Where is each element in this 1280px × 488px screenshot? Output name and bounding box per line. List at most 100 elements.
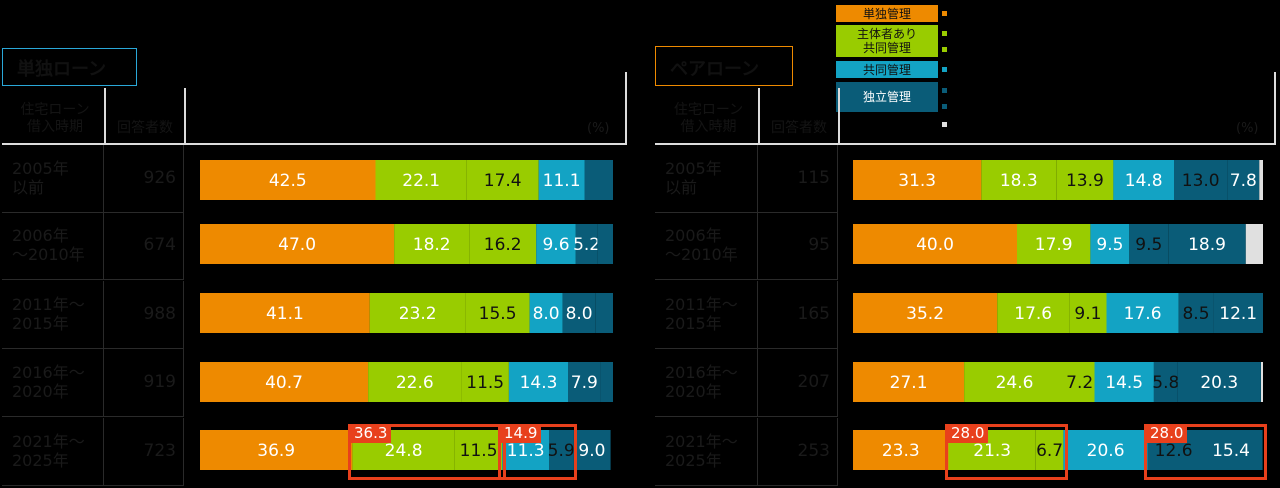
row-period: 2005年 以前 bbox=[665, 159, 722, 197]
table-cell bbox=[104, 418, 184, 486]
table-cell bbox=[655, 212, 758, 280]
header-period: 住宅ローン 借入時期 bbox=[20, 102, 90, 135]
highlight-frame bbox=[348, 424, 506, 480]
row-count: 926 bbox=[143, 168, 176, 188]
table-cell bbox=[758, 349, 838, 417]
table-cell bbox=[2, 349, 104, 417]
bar-segment bbox=[466, 160, 539, 200]
bar-segment bbox=[1261, 362, 1263, 402]
row-period: 2021年～ 2025年 bbox=[665, 432, 738, 470]
bar-segment bbox=[573, 430, 611, 470]
data-label: 14.8 bbox=[1125, 171, 1163, 191]
bar-segment bbox=[853, 293, 998, 333]
data-label: 20.3 bbox=[1200, 373, 1238, 393]
row-count: 165 bbox=[797, 304, 830, 324]
bar-segment bbox=[200, 160, 376, 200]
highlight-frame bbox=[1144, 424, 1267, 480]
data-label: 18.2 bbox=[413, 235, 451, 255]
data-label: 41.1 bbox=[266, 304, 304, 324]
data-label: 47.0 bbox=[278, 235, 316, 255]
data-label: 15.5 bbox=[479, 304, 517, 324]
table-cell bbox=[2, 281, 104, 349]
bar-segment bbox=[1094, 362, 1154, 402]
bar-segment bbox=[1065, 362, 1095, 402]
table-cell bbox=[758, 281, 838, 349]
row-count: 207 bbox=[797, 372, 830, 392]
header-unit: (%) bbox=[1236, 121, 1259, 136]
bar-segment bbox=[200, 293, 370, 333]
data-label: 8.5 bbox=[1182, 304, 1209, 324]
bar-segment bbox=[368, 362, 462, 402]
bar-segment bbox=[1177, 362, 1261, 402]
table-cell bbox=[758, 145, 838, 213]
bar-segment bbox=[1090, 224, 1130, 264]
data-label: 7.8 bbox=[1230, 171, 1257, 191]
bar-segment bbox=[1017, 224, 1091, 264]
row-period: 2006年 ～2010年 bbox=[665, 226, 738, 264]
data-label: 18.3 bbox=[1000, 171, 1038, 191]
data-label: 27.1 bbox=[890, 373, 928, 393]
data-label: 5.8 bbox=[1152, 373, 1179, 393]
row-count: 95 bbox=[808, 235, 830, 255]
table-cell bbox=[2, 418, 104, 486]
legend-marker bbox=[942, 11, 947, 16]
legend-marker bbox=[942, 88, 947, 93]
highlight-label: 36.3 bbox=[350, 424, 392, 443]
header-divider bbox=[1274, 72, 1276, 144]
bar-segment bbox=[853, 430, 949, 470]
table-cell bbox=[104, 145, 184, 213]
table-cell bbox=[104, 349, 184, 417]
bar-segment bbox=[597, 224, 613, 264]
header-divider bbox=[625, 72, 627, 144]
data-label: 35.2 bbox=[906, 304, 944, 324]
table-cell bbox=[104, 212, 184, 280]
header-period: 住宅ローン 借入時期 bbox=[673, 102, 744, 135]
data-label: 17.9 bbox=[1035, 235, 1073, 255]
row-period: 2006年 ～2010年 bbox=[12, 226, 85, 264]
header-divider bbox=[838, 88, 840, 144]
table-cell bbox=[655, 281, 758, 349]
bar-segment bbox=[981, 160, 1057, 200]
legend-item: 共同管理 bbox=[836, 61, 938, 78]
data-label: 22.6 bbox=[396, 373, 434, 393]
panel-title: 単独ローン bbox=[2, 48, 137, 86]
bar-segment bbox=[1227, 160, 1260, 200]
row-period: 2016年～ 2020年 bbox=[12, 363, 85, 401]
bar-segment bbox=[200, 362, 369, 402]
row-period: 2016年～ 2020年 bbox=[665, 363, 738, 401]
row-count: 115 bbox=[797, 168, 830, 188]
bar-segment bbox=[536, 224, 576, 264]
header-divider bbox=[758, 88, 760, 144]
bar-segment bbox=[1213, 293, 1263, 333]
bar-segment bbox=[853, 362, 965, 402]
legend-marker bbox=[942, 104, 947, 109]
bar-segment bbox=[538, 160, 585, 200]
bar-segment bbox=[562, 293, 596, 333]
bar-segment bbox=[1063, 430, 1148, 470]
data-label: 40.0 bbox=[916, 235, 954, 255]
bar-segment bbox=[529, 293, 563, 333]
bar-segment bbox=[997, 293, 1070, 333]
row-period: 2005年 以前 bbox=[12, 159, 69, 197]
bar-segment bbox=[1113, 160, 1174, 200]
data-label: 31.3 bbox=[898, 171, 936, 191]
panel-title: ペアローン bbox=[655, 46, 793, 86]
data-label: 9.6 bbox=[542, 235, 569, 255]
bar-segment bbox=[1245, 224, 1263, 264]
data-label: 8.0 bbox=[533, 304, 560, 324]
legend-item: 主体者あり 共同管理 bbox=[836, 25, 938, 57]
highlight-label: 28.0 bbox=[1146, 424, 1188, 443]
data-label: 18.9 bbox=[1188, 235, 1226, 255]
data-label: 11.1 bbox=[543, 171, 581, 191]
header-unit: (%) bbox=[587, 121, 610, 136]
bar-segment bbox=[1259, 160, 1263, 200]
data-label: 23.2 bbox=[399, 304, 437, 324]
row-period: 2011年～ 2015年 bbox=[12, 295, 85, 333]
table-cell bbox=[655, 349, 758, 417]
data-label: 13.9 bbox=[1066, 171, 1104, 191]
data-label: 9.5 bbox=[1135, 235, 1162, 255]
data-label: 16.2 bbox=[484, 235, 522, 255]
legend-marker bbox=[942, 47, 947, 52]
table-cell bbox=[655, 418, 758, 486]
